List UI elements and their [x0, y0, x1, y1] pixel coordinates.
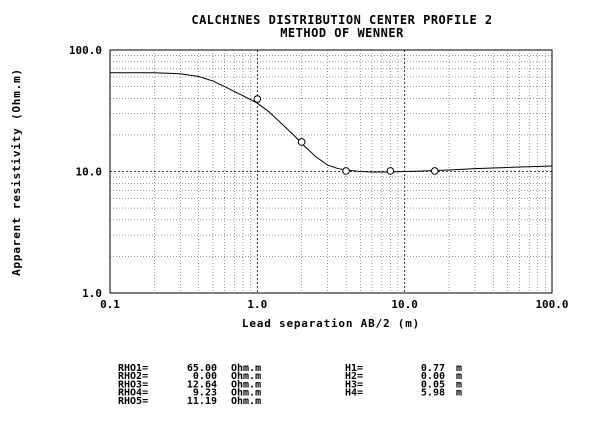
layer-parameters: RHO1= 65.00 Ohm.m RHO2= 0.00 Ohm.m RHO3= 12.64 O… [118, 363, 462, 407]
h-unit: m [456, 379, 462, 390]
measured-point [342, 167, 350, 175]
h-unit: m [456, 363, 462, 374]
x-axis-label: Lead separation AB/2 (m) [242, 317, 420, 330]
measured-point [386, 167, 395, 175]
h-value: 0.77 [421, 363, 445, 374]
h-unit: m [456, 371, 462, 382]
plot-frame [109, 49, 553, 294]
x-tick-label: 1.0 [247, 298, 267, 311]
measured-point [297, 138, 306, 146]
measured-point [253, 95, 262, 103]
h-label: H4= [345, 388, 363, 399]
h-value: 5.98 [421, 388, 445, 399]
rho-label: RHO3= [118, 379, 148, 390]
rho-label: RHO5= [118, 396, 148, 407]
x-tick-label: 10.0 [391, 298, 418, 311]
rho-value: 12.64 [187, 379, 217, 390]
rho-value: 11.19 [187, 396, 217, 407]
grid-lines [110, 50, 552, 293]
h-unit: m [456, 388, 462, 399]
rho-unit: Ohm.m [231, 363, 261, 374]
h-label: H2= [345, 371, 363, 382]
y-tick-label: 10.0 [76, 166, 103, 179]
chart-title: CALCHINES DISTRIBUTION CENTER PROFILE 2 [191, 13, 492, 27]
rho-value: 0.00 [193, 371, 217, 382]
h-value: 0.00 [421, 371, 445, 382]
y-axis-label: Apparent resistivity (Ohm.m) [10, 68, 23, 276]
rho-label: RHO4= [118, 388, 148, 399]
x-tick-label: 0.1 [100, 298, 120, 311]
h-value: 0.05 [421, 379, 445, 390]
y-tick-label: 100.0 [69, 44, 102, 57]
h-label: H3= [345, 379, 363, 390]
chart-subtitle: METHOD OF WENNER [280, 26, 404, 40]
y-tick-label: 1.0 [82, 287, 102, 300]
rho-label: RHO2= [118, 371, 148, 382]
measured-point [430, 167, 439, 175]
rho-unit: Ohm.m [231, 371, 261, 382]
rho-value: 65.00 [187, 363, 217, 374]
rho-unit: Ohm.m [231, 388, 261, 399]
rho-unit: Ohm.m [231, 379, 261, 390]
data-series [109, 72, 553, 175]
model-curve-line [109, 72, 553, 173]
rho-value: 9.23 [193, 388, 217, 399]
x-tick-label: 100.0 [535, 298, 568, 311]
rho-unit: Ohm.m [231, 396, 261, 407]
h-label: H1= [345, 363, 363, 374]
rho-label: RHO1= [118, 363, 148, 374]
